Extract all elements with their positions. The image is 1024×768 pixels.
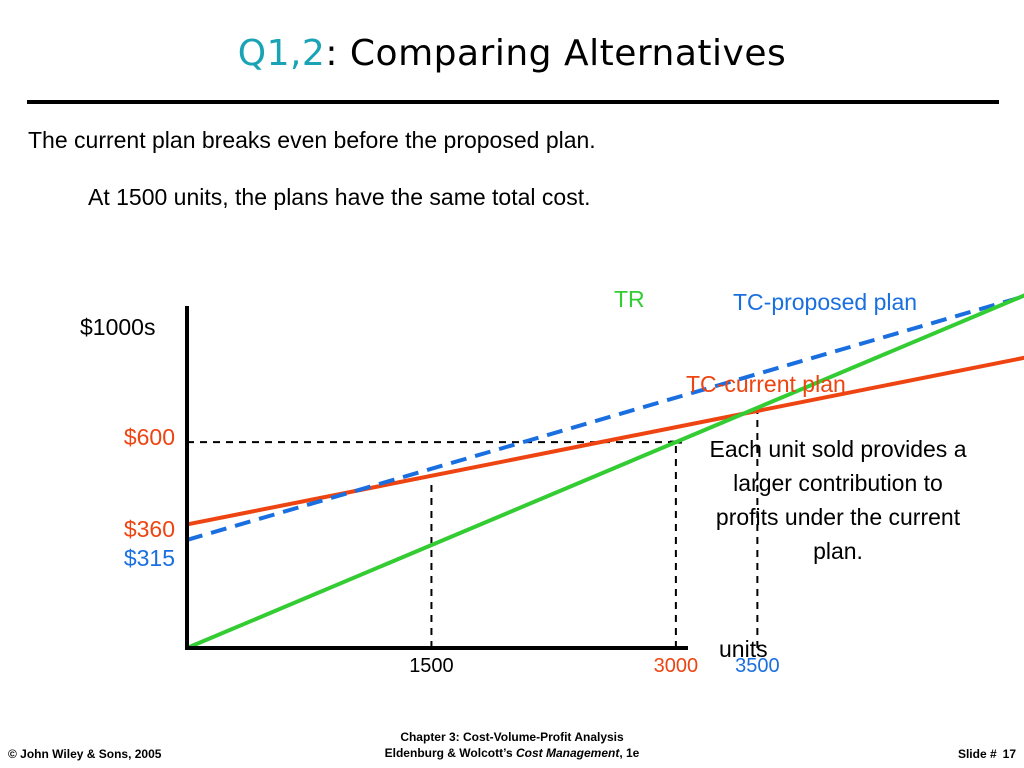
y-tick-label-600: $600 <box>124 424 175 450</box>
footer-book-title: Cost Management <box>515 746 620 760</box>
x-tick-label-3000: 3000 <box>654 655 699 677</box>
series-label-tr: TR <box>614 286 645 312</box>
title-text: : Comparing Alternatives <box>325 33 787 74</box>
series-line-tc-proposed-plan <box>186 294 1024 542</box>
series-label-tc-proposed-plan: TC-proposed plan <box>733 289 917 315</box>
x-axis-label: units <box>719 636 768 662</box>
series-label-tc-current-plan: TC-current plan <box>686 371 846 397</box>
x-tick-label-1500: 1500 <box>409 655 454 677</box>
statement-breakeven: The current plan breaks even before the … <box>28 127 596 153</box>
slide-number-value: 17 <box>1002 747 1016 761</box>
footer-copyright: © John Wiley & Sons, 2005 <box>8 747 162 761</box>
statement-same-cost: At 1500 units, the plans have the same t… <box>88 184 591 210</box>
footer-authors: Eldenburg & Wolcott’s <box>384 746 516 760</box>
footer-chapter-line2: Eldenburg & Wolcott’s Cost Management, 1… <box>300 745 724 761</box>
x-tick-label-3500: 3500 <box>735 655 780 677</box>
slide-title: Q1,2: Comparing Alternatives <box>0 32 1024 76</box>
footer-slide-number: Slide # 17 <box>958 746 1016 762</box>
slide-number-label: Slide # <box>957 747 997 761</box>
y-tick-label-315: $315 <box>124 545 175 571</box>
title-prefix: Q1,2 <box>237 33 326 74</box>
y-tick-label-360: $360 <box>124 516 175 542</box>
footer-edition: , 1e <box>619 746 640 760</box>
footer-chapter-line1: Chapter 3: Cost-Volume-Profit Analysis <box>400 730 624 744</box>
y-axis-label: $1000s <box>80 314 155 340</box>
series-line-tr <box>186 293 1024 650</box>
title-divider <box>27 100 999 104</box>
footer-chapter: Chapter 3: Cost-Volume-Profit Analysis E… <box>300 729 724 761</box>
explanation-text: Each unit sold provides a larger contrib… <box>709 436 967 564</box>
